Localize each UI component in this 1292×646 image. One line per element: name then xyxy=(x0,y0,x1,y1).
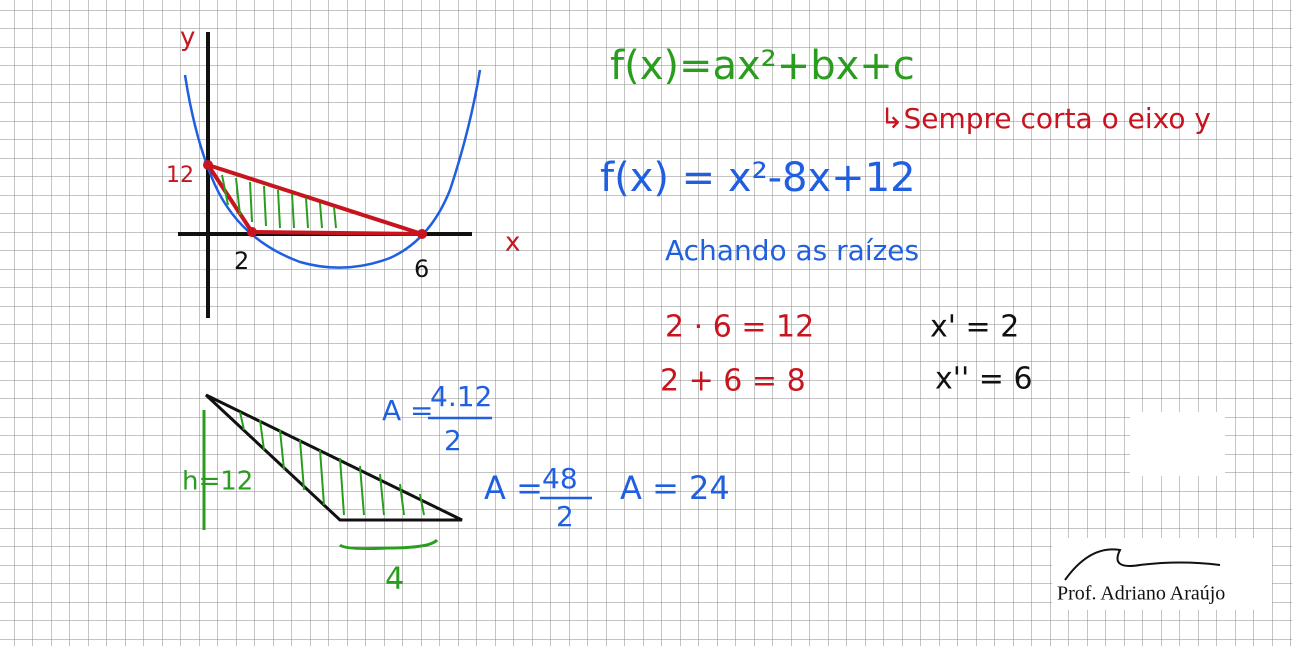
area-text: A = xyxy=(382,394,434,427)
sum: 2 + 6 = 8 xyxy=(660,364,806,399)
base: 4 xyxy=(385,562,404,597)
area-result: A = 24 xyxy=(620,469,730,507)
general-equation: f(x)=ax²+bx+c xyxy=(610,43,915,89)
signature-scribble xyxy=(1064,548,1221,581)
area-text: 4.12 xyxy=(430,380,492,413)
specific-equation: f(x) = x²-8x+12 xyxy=(600,155,916,201)
y-label: y xyxy=(180,23,195,53)
height: h=12 xyxy=(182,467,253,497)
signature-box xyxy=(1052,538,1272,610)
signature: Prof. Adriano Araújo xyxy=(1057,583,1225,605)
x-label: x xyxy=(505,228,520,258)
blank-patch xyxy=(1130,412,1225,476)
triangle xyxy=(202,393,463,551)
note: ↳Sempre corta o eixo y xyxy=(880,102,1211,135)
product: 2 · 6 = 12 xyxy=(665,310,814,345)
root: x' = 2 xyxy=(930,310,1019,345)
heading: Achando as raízes xyxy=(665,234,919,267)
area-text: 2 xyxy=(556,500,574,533)
area-text: 48 xyxy=(542,462,578,495)
area-text: 2 xyxy=(444,424,462,457)
root: x'' = 6 xyxy=(935,362,1033,397)
root-label: 6 xyxy=(414,255,429,283)
graph xyxy=(178,32,482,318)
y-intercept: 12 xyxy=(166,163,194,188)
area-text: A = xyxy=(484,469,543,507)
root-label: 2 xyxy=(234,247,249,275)
